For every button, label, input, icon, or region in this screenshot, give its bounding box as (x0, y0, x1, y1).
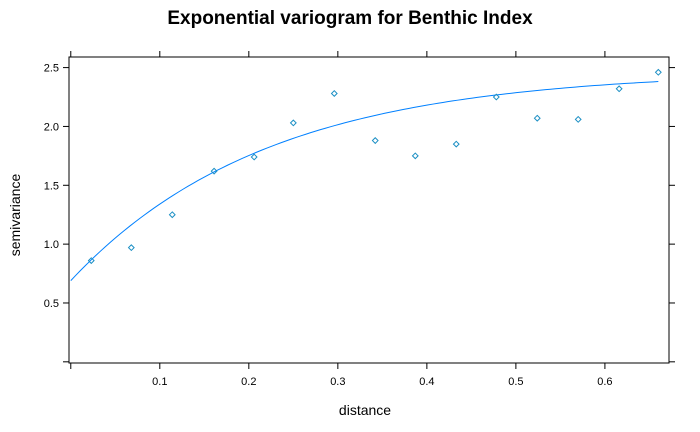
data-point (330, 89, 338, 97)
y-tick-label: 2.0 (44, 121, 59, 133)
data-points (87, 68, 662, 265)
data-point (371, 137, 379, 145)
plot-frame (68, 56, 670, 364)
x-tick-label: 0.2 (241, 376, 256, 388)
x-tick-label: 0.4 (419, 376, 434, 388)
data-point (87, 257, 95, 265)
y-tick-label: 2.5 (44, 63, 59, 75)
data-point (574, 115, 582, 123)
data-point (615, 85, 623, 93)
data-point (492, 93, 500, 101)
y-axis-ticks: 0.5 1.0 1.5 2.0 2.5 (44, 63, 675, 363)
data-point (452, 140, 460, 148)
x-tick-label: 0.1 (152, 376, 167, 388)
data-point (411, 152, 419, 160)
y-tick-label: 1.5 (44, 180, 59, 192)
data-point (210, 167, 218, 175)
data-point (533, 114, 541, 122)
exponential-fit-line (70, 81, 659, 281)
y-tick-label: 0.5 (44, 298, 59, 310)
x-tick-label: 0.6 (597, 376, 612, 388)
chart-title: Exponential variogram for Benthic Index (167, 8, 533, 29)
x-tick-label: 0.3 (330, 376, 345, 388)
data-point (654, 68, 662, 76)
data-point (127, 244, 135, 252)
data-point (289, 119, 297, 127)
data-point (250, 153, 258, 161)
x-axis-label: distance (339, 402, 391, 418)
x-tick-label: 0.5 (508, 376, 523, 388)
x-axis-ticks: 0.1 0.2 0.3 0.4 0.5 0.6 (70, 51, 613, 388)
y-axis-label: semivariance (7, 174, 23, 257)
y-tick-label: 1.0 (44, 239, 59, 251)
fit-line-layer (70, 81, 659, 281)
data-point (168, 211, 176, 219)
